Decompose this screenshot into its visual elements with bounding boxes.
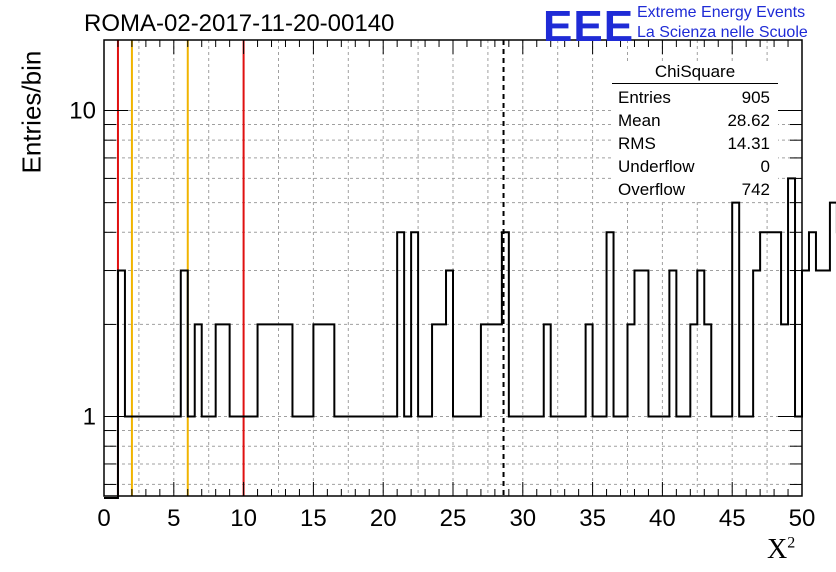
x-tick-label: 20 [370, 505, 397, 532]
x-tick-label: 10 [230, 505, 257, 532]
x-tick-label: 0 [97, 505, 110, 532]
x-tick-label: 35 [579, 505, 606, 532]
marker-lines [116, 40, 505, 496]
logo-caption-line1: Extreme Energy Events [637, 4, 806, 21]
stats-label: Entries [618, 88, 671, 107]
histogram-series [104, 177, 836, 499]
logo-caption-line2: La Scienza nelle Scuole [637, 24, 808, 41]
x-tick-label: 50 [789, 505, 816, 532]
stats-value: 742 [741, 180, 770, 199]
stats-label: Underflow [618, 157, 695, 176]
x-tick-label: 5 [167, 505, 180, 532]
stats-label: Overflow [618, 180, 686, 199]
x-tick-label: 40 [649, 505, 676, 532]
x-tick-label: 45 [719, 505, 746, 532]
x-tick-label: 30 [509, 505, 536, 532]
stats-row-underflow: Underflow 0 [612, 155, 778, 178]
x-axis-label: X2 [767, 534, 795, 566]
stats-box: ChiSquare Entries 905 Mean 28.62 RMS 14.31 … [612, 62, 778, 201]
stats-value: 28.62 [727, 111, 770, 130]
x-tick-label: 15 [300, 505, 327, 532]
stats-value: 0 [760, 157, 770, 176]
stats-row-rms: RMS 14.31 [612, 132, 778, 155]
stats-label: Mean [618, 111, 661, 130]
y-tick-label: 10 [69, 98, 96, 125]
x-axis-label-superscript: 2 [787, 534, 796, 552]
x-axis-label-base: X [767, 534, 788, 565]
chart-title: ROMA-02-2017-11-20-00140 [84, 10, 395, 37]
x-axis-ticks: 0 5 10 15 20 25 30 35 40 45 50 [97, 40, 815, 532]
eee-logo: EEE [543, 2, 635, 51]
stats-value: 905 [741, 88, 770, 107]
y-axis-label: Entries/bin [16, 50, 47, 174]
y-axis-ticks: 1 10 [69, 98, 802, 485]
stats-label: RMS [618, 134, 656, 153]
x-tick-label: 25 [440, 505, 467, 532]
y-tick-label: 1 [83, 404, 96, 431]
stats-title: ChiSquare [612, 62, 778, 84]
stats-value: 14.31 [727, 134, 770, 153]
stats-row-entries: Entries 905 [612, 86, 778, 109]
grid-lines [104, 40, 802, 496]
stats-row-overflow: Overflow 742 [612, 178, 778, 201]
stats-row-mean: Mean 28.62 [612, 109, 778, 132]
